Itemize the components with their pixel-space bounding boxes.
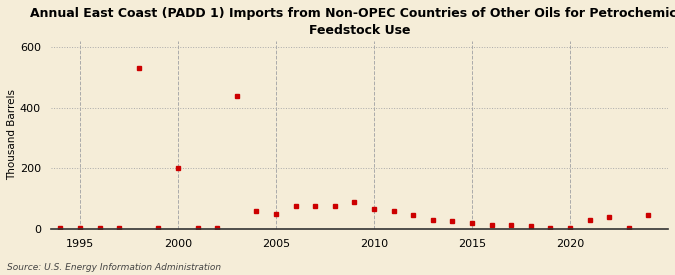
Text: Source: U.S. Energy Information Administration: Source: U.S. Energy Information Administ… [7,263,221,272]
Title: Annual East Coast (PADD 1) Imports from Non-OPEC Countries of Other Oils for Pet: Annual East Coast (PADD 1) Imports from … [30,7,675,37]
Y-axis label: Thousand Barrels: Thousand Barrels [7,89,17,180]
